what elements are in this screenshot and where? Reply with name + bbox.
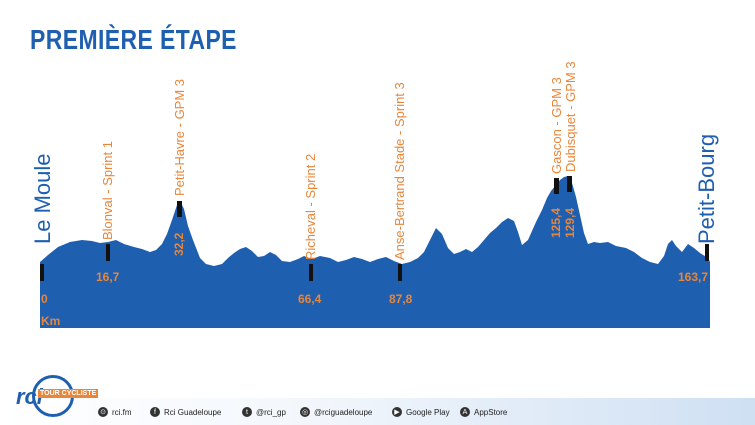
page-title: PREMIÈRE ÉTAPE [30,24,237,55]
distance-anse-bertrand: 87,8 [389,292,413,306]
appstore-icon: A [460,407,470,417]
marker-gascon [554,178,559,194]
footer-twitter[interactable]: t @rci_gp [242,407,286,417]
distance-gascon: 125,4 [549,207,563,238]
twitter-icon: t [242,407,252,417]
start-marker [40,264,44,281]
point-label-blonval: Blonval - Sprint 1 [100,141,115,240]
distance-petit-havre: 32,2 [172,232,186,256]
distance-blonval: 16,7 [96,270,120,284]
distance-richeval: 66,4 [298,292,322,306]
point-label-gascon: Gascon - GPM 3 [549,77,564,174]
start-city: Le Moule [30,153,55,244]
point-label-anse-bertrand: Anse-Bertrand Stade - Sprint 3 [392,82,407,260]
start-distance: 0 [41,292,48,306]
footer-appstore[interactable]: A AppStore [460,407,507,417]
distance-dubisquet: 129,4 [563,207,577,238]
point-label-dubisquet: Dubisquet - GPM 3 [563,61,578,172]
marker-dubisquet [567,176,572,192]
footer-google-play[interactable]: ▶ Google Play [392,407,450,417]
google-play-icon: ▶ [392,407,402,417]
end-city: Petit-Bourg [694,133,719,244]
unit-label: Km [41,314,61,328]
rci-tour-cycliste-logo: rci TOUR CYCLISTE [8,372,99,420]
marker-blonval [106,244,110,261]
marker-anse-bertrand [398,264,402,281]
end-marker [705,244,709,261]
profile-area [40,176,710,328]
footer-website[interactable]: ⊙ rci.fm [98,407,132,417]
point-label-richeval: Richeval - Sprint 2 [303,153,318,260]
footer-facebook[interactable]: f Rci Guadeloupe [150,407,221,417]
footer-bar [0,398,755,425]
point-label-petit-havre: Petit-Havre - GPM 3 [172,78,187,196]
end-distance: 163,7 [678,270,709,284]
marker-richeval [309,264,313,281]
instagram-icon: ◎ [300,407,310,417]
logo-subtext: TOUR CYCLISTE [38,389,99,398]
marker-petit-havre [177,201,182,217]
facebook-icon: f [150,407,160,417]
globe-icon: ⊙ [98,407,108,417]
footer-instagram[interactable]: ◎ @rciguadeloupe [300,407,373,417]
